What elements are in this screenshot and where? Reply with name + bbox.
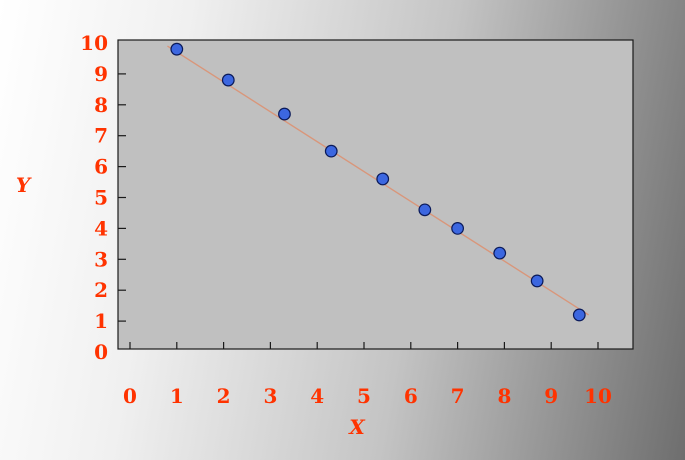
y-tick-label: 2 <box>94 278 108 302</box>
x-axis-ticks: 0 1 2 3 4 5 6 7 8 9 10 <box>123 342 612 408</box>
data-point <box>324 144 338 158</box>
data-point <box>451 221 465 235</box>
data-point <box>221 73 235 87</box>
data-points <box>170 42 586 322</box>
data-point <box>493 246 507 260</box>
y-axis-title: Y <box>16 173 32 197</box>
y-tick-label: 5 <box>94 186 108 210</box>
y-tick-label: 4 <box>94 216 108 240</box>
y-axis-ticks: 0 1 2 3 4 5 6 7 8 9 10 <box>80 31 126 364</box>
data-point <box>418 203 432 217</box>
x-tick-label: 4 <box>310 384 324 408</box>
y-tick-label: 0 <box>94 340 108 364</box>
x-tick-label: 3 <box>263 384 277 408</box>
y-tick-label: 9 <box>94 62 108 86</box>
x-tick-label: 8 <box>497 384 511 408</box>
y-tick-label: 1 <box>94 309 108 333</box>
data-point <box>572 308 586 322</box>
data-point <box>278 107 291 121</box>
x-tick-label: 10 <box>584 384 612 408</box>
x-tick-label: 9 <box>544 384 558 408</box>
x-tick-label: 7 <box>451 384 465 408</box>
y-tick-label: 10 <box>80 31 108 55</box>
y-tick-label: 3 <box>94 247 108 271</box>
y-tick-label: 8 <box>94 93 108 117</box>
y-tick-label: 7 <box>94 124 108 148</box>
y-tick-label: 6 <box>94 155 108 179</box>
x-tick-label: 5 <box>357 384 371 408</box>
data-point <box>530 274 544 288</box>
x-tick-label: 2 <box>217 384 231 408</box>
x-tick-label: 1 <box>170 384 184 408</box>
x-tick-label: 6 <box>404 384 418 408</box>
plot-area <box>117 39 634 350</box>
data-point <box>376 172 390 186</box>
x-axis-title: X <box>347 415 366 439</box>
x-tick-label: 0 <box>123 384 137 408</box>
data-point <box>170 42 184 56</box>
